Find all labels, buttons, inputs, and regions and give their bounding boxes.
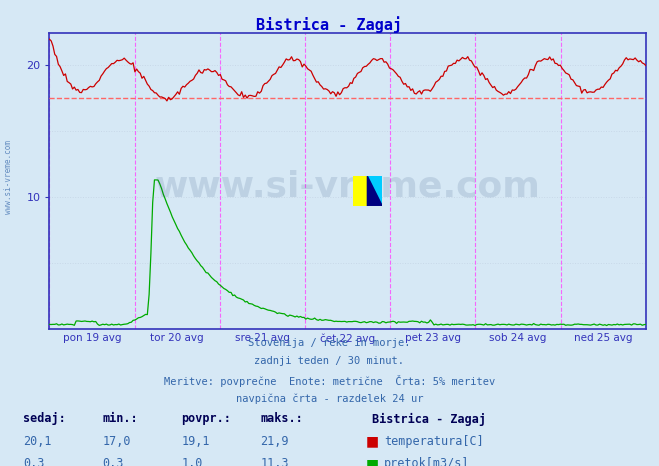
Polygon shape: [368, 176, 382, 206]
Text: povpr.:: povpr.:: [181, 412, 231, 425]
Text: 17,0: 17,0: [102, 435, 130, 448]
Text: 11,3: 11,3: [260, 457, 289, 466]
Text: ■: ■: [366, 435, 379, 449]
Text: Slovenija / reke in morje.: Slovenija / reke in morje.: [248, 338, 411, 348]
Text: www.si-vreme.com: www.si-vreme.com: [4, 140, 13, 214]
Polygon shape: [368, 176, 382, 206]
Text: sedaj:: sedaj:: [23, 412, 66, 425]
Text: 0,3: 0,3: [102, 457, 123, 466]
Text: min.:: min.:: [102, 412, 138, 425]
Text: temperatura[C]: temperatura[C]: [384, 435, 484, 448]
Text: Bistrica - Zagaj: Bistrica - Zagaj: [372, 412, 486, 425]
Bar: [353, 176, 368, 206]
Text: zadnji teden / 30 minut.: zadnji teden / 30 minut.: [254, 356, 405, 366]
Text: ■: ■: [366, 457, 379, 466]
Text: 1,0: 1,0: [181, 457, 202, 466]
Text: 19,1: 19,1: [181, 435, 210, 448]
Text: pretok[m3/s]: pretok[m3/s]: [384, 457, 470, 466]
Text: navpična črta - razdelek 24 ur: navpična črta - razdelek 24 ur: [236, 394, 423, 404]
Text: 20,1: 20,1: [23, 435, 51, 448]
Text: 0,3: 0,3: [23, 457, 44, 466]
Text: Bistrica - Zagaj: Bistrica - Zagaj: [256, 16, 403, 33]
Text: Meritve: povprečne  Enote: metrične  Črta: 5% meritev: Meritve: povprečne Enote: metrične Črta:…: [164, 375, 495, 387]
Text: www.si-vreme.com: www.si-vreme.com: [155, 170, 540, 204]
Text: 21,9: 21,9: [260, 435, 289, 448]
Text: maks.:: maks.:: [260, 412, 303, 425]
